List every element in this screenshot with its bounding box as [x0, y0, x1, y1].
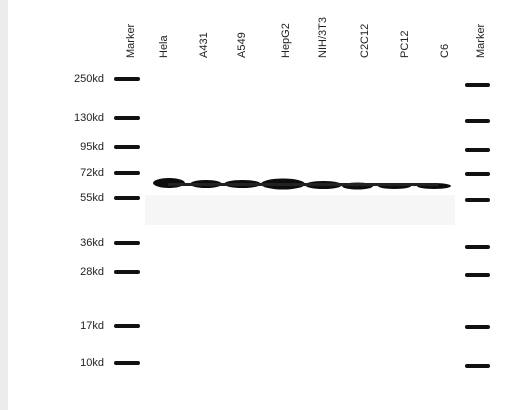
marker-band [114, 77, 140, 81]
blot-figure: Marker Hela A431 A549 HepG2 NIH/3T3 C2C12 PC12 C… [0, 0, 532, 410]
marker-band [465, 172, 490, 176]
marker-band [465, 198, 490, 202]
marker-band [465, 83, 490, 87]
marker-band [465, 119, 490, 123]
marker-band [465, 364, 490, 368]
marker-band [465, 325, 490, 329]
marker-band [114, 241, 140, 245]
lane-label: NIH/3T3 [317, 17, 329, 58]
marker-band [114, 324, 140, 328]
marker-band [114, 361, 140, 365]
marker-label: 10kd [80, 357, 104, 369]
lane-label: A431 [198, 32, 210, 58]
lane-label: C2C12 [359, 24, 371, 58]
marker-band [465, 148, 490, 152]
lane-label: A549 [236, 32, 248, 58]
marker-band [114, 145, 140, 149]
marker-band [114, 116, 140, 120]
marker-label: 72kd [80, 167, 104, 179]
lane-label: Hela [158, 34, 170, 58]
page: Marker Hela A431 A549 HepG2 NIH/3T3 C2C12 PC12 C… [0, 0, 532, 410]
marker-band [114, 270, 140, 274]
lane-label: PC12 [399, 30, 411, 58]
marker-band [465, 245, 490, 249]
lane-label: HepG2 [280, 23, 292, 58]
marker-label: 250kd [74, 73, 104, 85]
band-bridge [168, 183, 438, 186]
marker-label: 17kd [80, 320, 104, 332]
marker-band [114, 171, 140, 175]
lane-label: Marker [475, 23, 487, 58]
marker-label: 28kd [80, 266, 104, 278]
lane-label: C6 [439, 44, 451, 58]
lane-label: Marker [125, 23, 137, 58]
side-strip [0, 0, 8, 410]
marker-label: 95kd [80, 141, 104, 153]
smear [145, 195, 455, 225]
marker-band [465, 273, 490, 277]
marker-label: 130kd [74, 112, 104, 124]
marker-label: 36kd [80, 237, 104, 249]
marker-band [114, 196, 140, 200]
marker-label: 55kd [80, 192, 104, 204]
